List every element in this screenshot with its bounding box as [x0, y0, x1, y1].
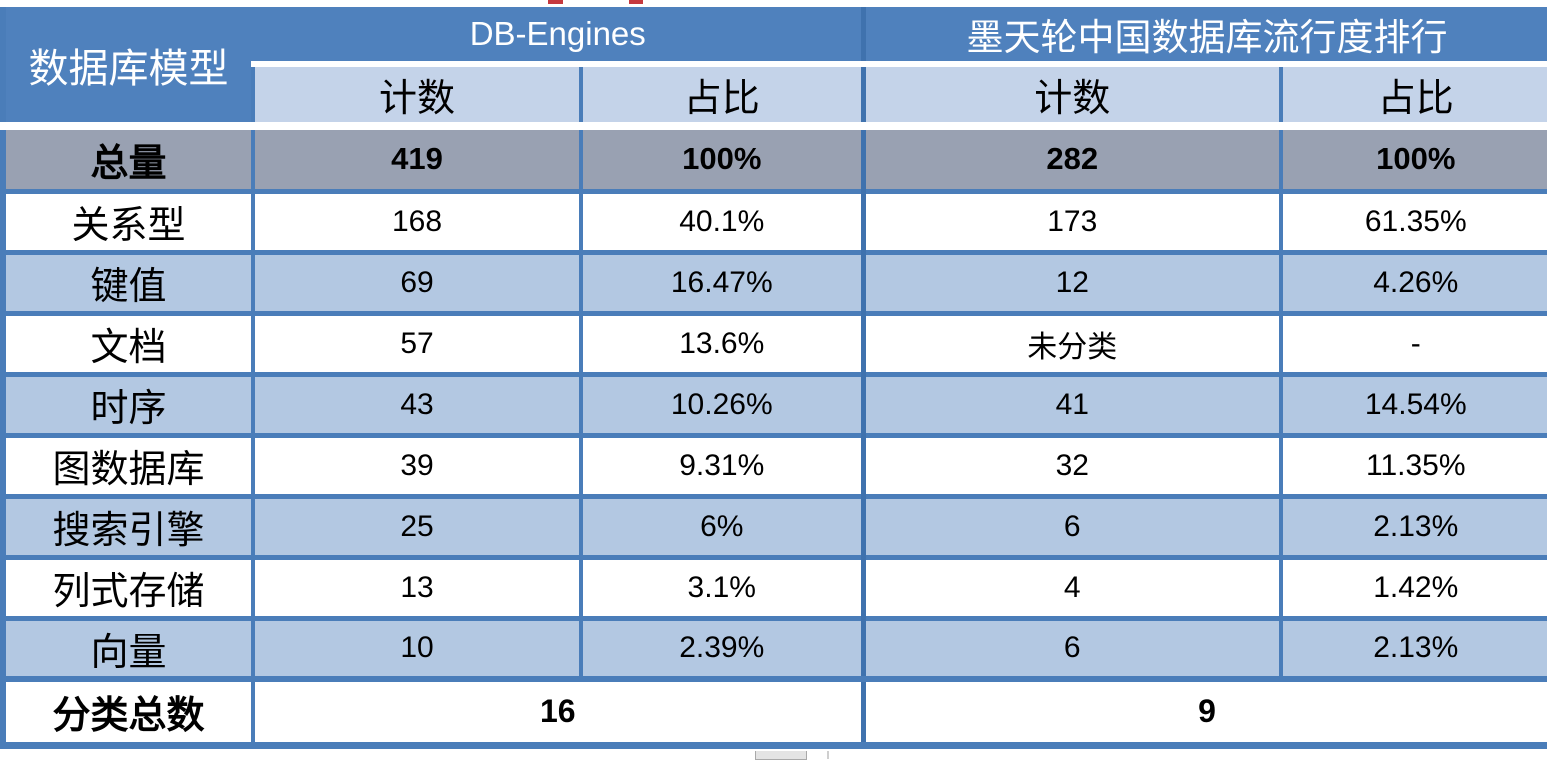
cell-modb-share: 2.13%	[1279, 493, 1547, 557]
cell-db-count: 57	[251, 310, 581, 374]
cell-modb-count: 282	[860, 122, 1281, 191]
cell-db-share: 40.1%	[579, 188, 863, 252]
subheader-db-count: 计数	[251, 61, 581, 126]
cell-modb-count: 未分类	[860, 310, 1281, 374]
row-label: 关系型	[1, 188, 253, 252]
cell-modb-share: 2.13%	[1279, 615, 1547, 679]
cell-db-share: 3.1%	[579, 554, 863, 618]
cell-modb-share: 4.26%	[1279, 249, 1547, 313]
cell-db-share: 2.39%	[579, 615, 863, 679]
cell-modb-count: 6	[860, 493, 1281, 557]
header-row-groups: 数据库模型 DB-Engines 墨天轮中国数据库流行度排行	[1, 7, 1547, 126]
table-row: 搜索引擎 25 6% 6 2.13%	[1, 493, 1547, 557]
cell-modb-count: 6	[860, 615, 1281, 679]
cell-modb-count: 32	[860, 432, 1281, 496]
cell-modb-share: 14.54%	[1279, 371, 1547, 435]
cell-db-share: 6%	[579, 493, 863, 557]
cropped-ui-fragment	[755, 750, 807, 760]
cell-db-share: 16.47%	[579, 249, 863, 313]
cropped-ui-fragment	[827, 750, 829, 759]
cell-db-share: 13.6%	[579, 310, 863, 374]
row-label: 图数据库	[1, 432, 253, 496]
row-label: 总量	[1, 122, 253, 191]
cell-db-count: 419	[251, 122, 581, 191]
cell-db-count: 10	[251, 615, 581, 679]
cell-db-count: 25	[251, 493, 581, 557]
table-row-total: 总量 419 100% 282 100%	[1, 122, 1547, 191]
table-row-category-totals: 分类总数 16 9	[1, 676, 1547, 749]
row-label: 键值	[1, 249, 253, 313]
cell-db-count: 168	[251, 188, 581, 252]
table-row: 向量 10 2.39% 6 2.13%	[1, 615, 1547, 679]
corner-header-database-model: 数据库模型	[1, 7, 253, 126]
cell-modb-share: 11.35%	[1279, 432, 1547, 496]
row-label: 向量	[1, 615, 253, 679]
cell-modb-count: 41	[860, 371, 1281, 435]
table-row: 键值 69 16.47% 12 4.26%	[1, 249, 1547, 313]
subheader-modb-count: 计数	[860, 61, 1281, 126]
cell-db-count: 13	[251, 554, 581, 618]
cropped-red-text-fragment	[548, 0, 563, 4]
subheader-modb-share: 占比	[1279, 61, 1547, 126]
cell-db-engines-category-total: 16	[251, 676, 863, 749]
table-row: 关系型 168 40.1% 173 61.35%	[1, 188, 1547, 252]
cropped-red-text-fragment	[629, 0, 643, 4]
bottom-strip	[0, 748, 1547, 760]
cell-modb-share: 100%	[1279, 122, 1547, 191]
cell-db-count: 69	[251, 249, 581, 313]
subheader-db-share: 占比	[579, 61, 863, 126]
cell-modb-share: -	[1279, 310, 1547, 374]
group-header-motianlun: 墨天轮中国数据库流行度排行	[860, 7, 1547, 64]
row-label: 搜索引擎	[1, 493, 253, 557]
table-row: 图数据库 39 9.31% 32 11.35%	[1, 432, 1547, 496]
database-model-comparison-table: 数据库模型 DB-Engines 墨天轮中国数据库流行度排行 计数 占比 计数 …	[0, 7, 1547, 749]
cell-db-share: 10.26%	[579, 371, 863, 435]
cell-modb-count: 173	[860, 188, 1281, 252]
cell-modb-share: 1.42%	[1279, 554, 1547, 618]
cell-modb-category-total: 9	[860, 676, 1547, 749]
group-header-db-engines: DB-Engines	[251, 7, 863, 64]
row-label: 分类总数	[1, 676, 253, 749]
cell-modb-count: 12	[860, 249, 1281, 313]
cell-modb-count: 4	[860, 554, 1281, 618]
cell-db-share: 100%	[579, 122, 863, 191]
table-row: 时序 43 10.26% 41 14.54%	[1, 371, 1547, 435]
table-row: 文档 57 13.6% 未分类 -	[1, 310, 1547, 374]
row-label: 时序	[1, 371, 253, 435]
top-strip	[0, 0, 1547, 7]
header-row-metrics: 计数 占比 计数 占比	[3, 61, 1547, 126]
cell-db-share: 9.31%	[579, 432, 863, 496]
row-label: 列式存储	[1, 554, 253, 618]
table-row: 列式存储 13 3.1% 4 1.42%	[1, 554, 1547, 618]
cell-db-count: 43	[251, 371, 581, 435]
row-label: 文档	[1, 310, 253, 374]
cell-db-count: 39	[251, 432, 581, 496]
cell-modb-share: 61.35%	[1279, 188, 1547, 252]
